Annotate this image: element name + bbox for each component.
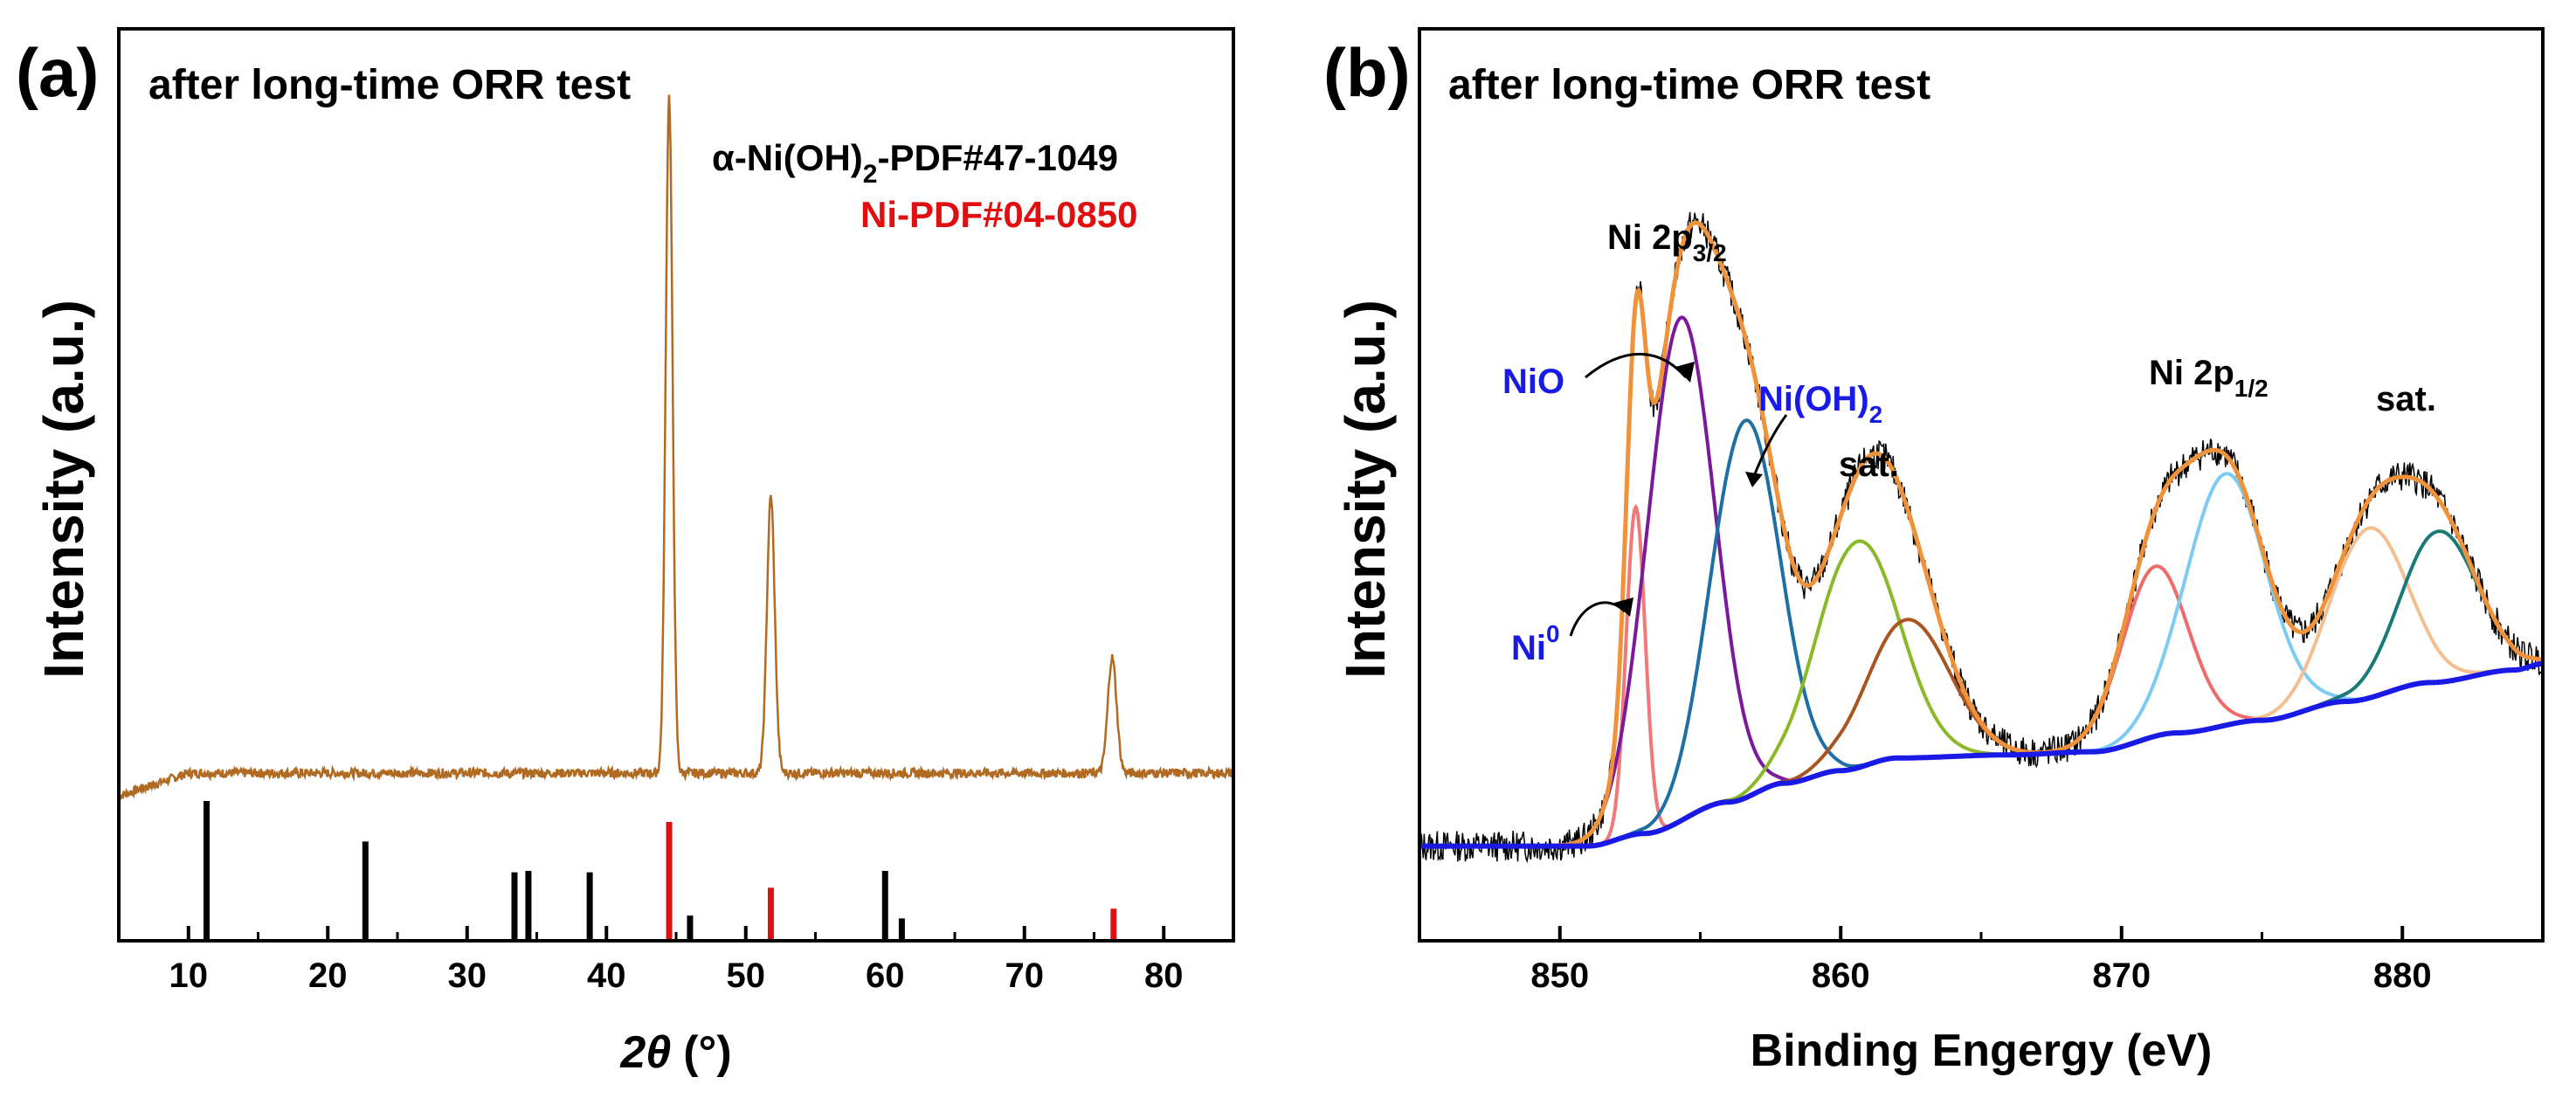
xps-background-line xyxy=(1419,660,2543,849)
xps-raw-data-line xyxy=(1419,211,2544,864)
panel-b-x-tick-label: 880 xyxy=(2373,956,2432,995)
panel-a-y-axis-label: Intensity (a.u.) xyxy=(32,300,95,679)
xps-fit-envelope-line xyxy=(1419,220,2544,849)
arrow-ni0 xyxy=(1569,601,1626,637)
label-nioh2: Ni(OH)2 xyxy=(1758,380,1882,428)
panel-a-x-tick-label: 50 xyxy=(727,956,766,995)
panel-b-plot-area xyxy=(1419,211,2544,864)
label-ni2p32: Ni 2p3/2 xyxy=(1607,218,1727,266)
panel-a-label: (a) xyxy=(16,34,99,111)
label-sat-right: sat. xyxy=(2376,380,2436,418)
panel-a-x-tick-label: 10 xyxy=(169,956,209,995)
panel-b-title: after long-time ORR test xyxy=(1448,62,1930,108)
arrow-ni0-head xyxy=(1614,597,1633,617)
panel-b-x-tick-label: 860 xyxy=(1812,956,1870,995)
panel-a-x-ticks: 10 20 30 40 50 60 70 80 xyxy=(117,926,1235,995)
xps-component-ni-2p1-2-b xyxy=(2015,472,2435,757)
panel-b: 850 860 870 880 (b) after long-time ORR tes… xyxy=(1323,27,2545,1076)
panel-a-title: after long-time ORR test xyxy=(148,62,631,108)
xrd-pattern-line xyxy=(118,94,1235,803)
panel-a-x-tick-label: 80 xyxy=(1144,956,1184,995)
legend-ni-pdf: Ni-PDF#04-0850 xyxy=(860,194,1137,235)
xps-component-sat-1 xyxy=(1642,539,2075,836)
panel-a-x-tick-label: 40 xyxy=(587,956,626,995)
panel-b-frame xyxy=(1418,27,2545,943)
arrow-nioh2-head xyxy=(1745,472,1763,487)
panel-a-x-tick-label: 60 xyxy=(866,956,905,995)
panel-a-x-tick-label: 20 xyxy=(308,956,348,995)
arrow-nioh2 xyxy=(1752,414,1788,477)
arrow-nio xyxy=(1585,352,1688,379)
panel-a: 10 20 30 40 50 60 70 80 (a) after long-time ORR… xyxy=(16,27,1235,1078)
panel-a-x-axis-label: 2θ (°) xyxy=(619,1027,731,1078)
panel-a-x-tick-label: 30 xyxy=(448,956,487,995)
panel-b-x-tick-label: 870 xyxy=(2092,956,2151,995)
panel-a-plot-area xyxy=(118,94,1235,941)
panel-b-y-axis-label: Intensity (a.u.) xyxy=(1334,300,1397,679)
panel-a-x-tick-label: 70 xyxy=(1005,956,1045,995)
arrow-nio-head xyxy=(1675,362,1695,383)
panel-b-label: (b) xyxy=(1323,34,1411,111)
panel-b-x-tick-label: 850 xyxy=(1530,956,1589,995)
legend-alpha-nioh2: α-Ni(OH)2-PDF#47-1049 xyxy=(712,137,1118,189)
panel-b-x-ticks: 850 860 870 880 xyxy=(1418,926,2545,995)
label-ni2p12: Ni 2p1/2 xyxy=(2149,354,2269,402)
label-sat-left: sat. xyxy=(1839,445,1899,484)
panel-b-x-axis-label: Binding Engergy (eV) xyxy=(1751,1025,2213,1076)
label-nio: NiO xyxy=(1502,363,1564,401)
label-ni0: Ni0 xyxy=(1511,620,1560,667)
